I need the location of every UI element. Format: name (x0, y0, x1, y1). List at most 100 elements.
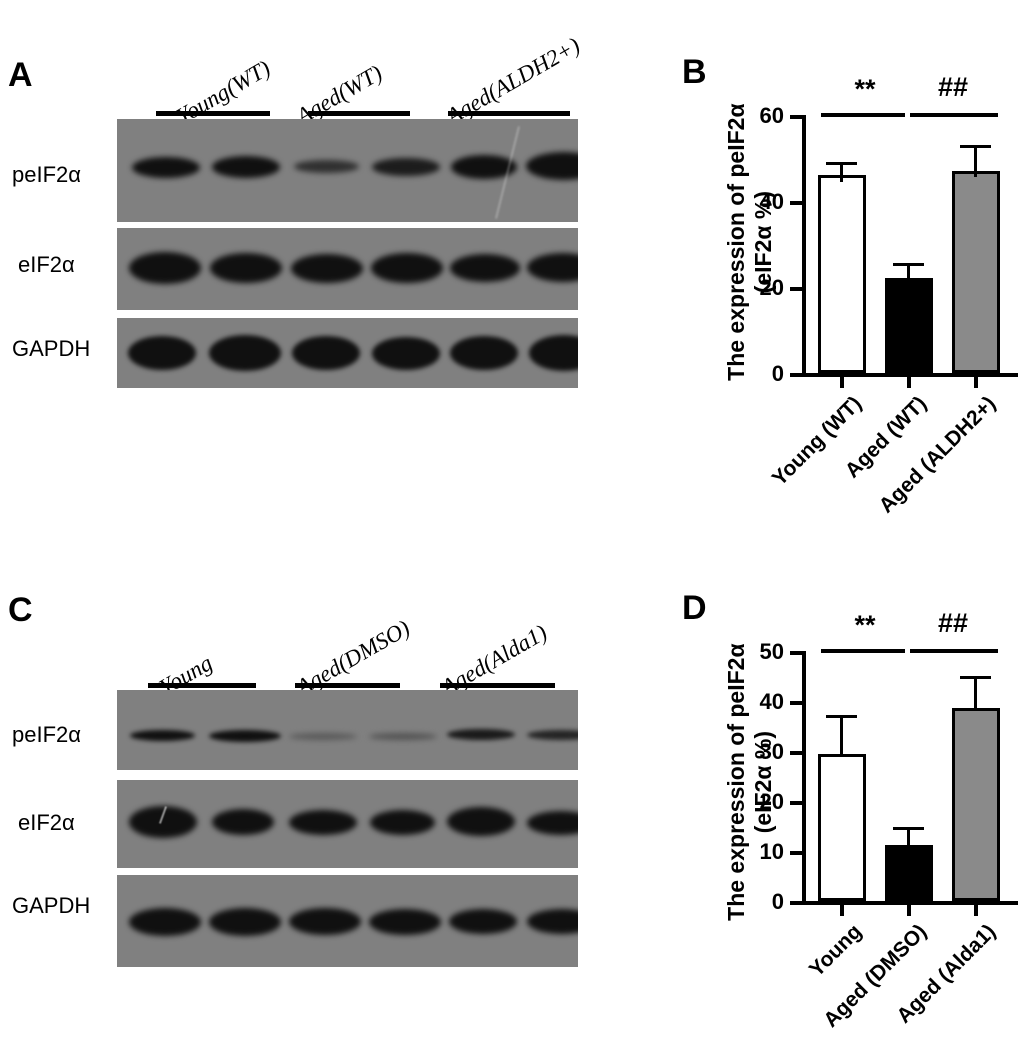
group-bar-2 (295, 683, 400, 688)
panel-b: B The expression of peIF2α (eIF2α %) 60 … (620, 0, 1020, 518)
blot-band (450, 336, 518, 370)
blot-row-label-eif2a: eIF2α (18, 252, 75, 277)
chart-d-significance-1: ** (854, 610, 876, 640)
chart-d-ytick-label-40: 40 (759, 689, 784, 714)
blot-band (527, 253, 578, 282)
group-bar-2 (308, 111, 410, 116)
blot-band (128, 336, 196, 370)
blot-band (294, 160, 359, 173)
chart-d-errorbar-2 (907, 827, 910, 847)
chart-d-bar-aged-alda1[interactable] (952, 708, 1000, 901)
chart-b-ytick-40 (790, 201, 802, 205)
blot-band (527, 730, 578, 740)
blot-row-label-peif2a: peIF2α (12, 722, 81, 747)
blot-band (447, 807, 515, 836)
y-axis-title-line1: The expression of peIF2α (722, 103, 749, 381)
chart-b-ytick-60 (790, 115, 802, 119)
chart-b-ytick-label-20: 20 (759, 275, 784, 300)
blot-band (526, 152, 578, 180)
chart-d-errorbar-1 (840, 715, 843, 756)
chart-b-significance-2: ## (937, 72, 969, 102)
blot-row-label-gapdh: GAPDH (12, 336, 91, 361)
blot-band (371, 253, 443, 283)
blot-band (527, 811, 578, 835)
chart-d-bar-young[interactable] (818, 754, 866, 901)
blot-band (289, 908, 361, 935)
blot-band (291, 254, 363, 283)
blot-strip-gapdh (117, 318, 578, 388)
blot-band (449, 909, 517, 934)
blot-strip-gapdh (117, 875, 578, 967)
panel-letter-c: C (8, 591, 33, 629)
blot-band (292, 336, 360, 370)
y-axis-title-line1: The expression of peIF2α (722, 643, 749, 921)
blot-band (212, 809, 274, 835)
chart-d-errorbar-cap-3 (960, 676, 991, 679)
blot-band (447, 729, 515, 740)
chart-b-significance-line-1 (821, 113, 905, 117)
blot-band (369, 733, 437, 740)
chart-b-xtick-label-aged-aldh2: Aged (ALDH2+) (874, 392, 1001, 518)
chart-d-ytick-40 (790, 701, 802, 705)
chart-d-ytick-label-30: 30 (759, 739, 784, 764)
chart-b-bar-aged-wt[interactable] (885, 278, 933, 373)
blot-band (527, 909, 578, 934)
blot-strip-eif2a (117, 780, 578, 868)
group-bar-3 (440, 683, 555, 688)
chart-d-xtick-1 (840, 905, 844, 916)
chart-b-ytick-0 (790, 373, 802, 377)
blot-band (450, 254, 520, 282)
blot-band (209, 730, 281, 742)
chart-d-ytick-label-0: 0 (771, 889, 784, 914)
blot-band (132, 157, 200, 178)
chart-b-bar-aged-aldh2[interactable] (952, 171, 1000, 373)
chart-d-ytick-0 (790, 901, 802, 905)
chart-d-x-axis (802, 901, 1018, 905)
panel-d: D The expression of peIF2α (eIF2α %) 50 … (620, 575, 1020, 1032)
group-label-aged-dmso: Aged(DMSO) (292, 615, 415, 701)
chart-d-ytick-10 (790, 851, 802, 855)
chart-d-y-axis (802, 651, 806, 905)
panel-a: A Young(WT) Aged(WT) Aged(ALDH2+) peIF2α… (0, 0, 620, 420)
chart-d-xtick-label-aged-dmso: Aged (DMSO) (819, 920, 932, 1032)
blot-band (129, 908, 201, 936)
chart-d-xtick-2 (907, 905, 911, 916)
chart-d-ytick-label-10: 10 (759, 839, 784, 864)
chart-d-ytick-label-20: 20 (759, 789, 784, 814)
chart-b-xtick-2 (907, 377, 911, 388)
chart-d-bar-aged-dmso[interactable] (885, 845, 933, 901)
blot-strip-eif2a (117, 228, 578, 310)
chart-d-y-axis-title: The expression of peIF2α (eIF2α %) (723, 632, 777, 932)
chart-d-xtick-3 (974, 905, 978, 916)
chart-b-errorbar-3 (974, 145, 977, 177)
chart-b-errorbar-cap-1 (826, 162, 857, 165)
chart-b-errorbar-cap-3 (960, 145, 991, 148)
blot-row-label-eif2a: eIF2α (18, 810, 75, 835)
chart-b-y-axis-title: The expression of peIF2α (eIF2α %) (723, 92, 777, 392)
blot-band (370, 810, 435, 835)
chart-b-x-axis (802, 373, 1018, 377)
group-label-aged-alda1: Aged(Alda1) (437, 619, 552, 701)
chart-d-errorbar-cap-1 (826, 715, 857, 718)
chart-b-errorbar-1 (840, 162, 843, 182)
blot-strip-peif2a (117, 690, 578, 770)
group-bar-1 (156, 111, 270, 116)
blot-band (129, 252, 201, 284)
chart-d-ytick-label-50: 50 (759, 639, 784, 664)
chart-b-errorbar-2 (907, 263, 910, 285)
chart-b-significance-line-2 (910, 113, 998, 117)
chart-d-errorbar-cap-2 (893, 827, 924, 830)
chart-b-ytick-label-60: 60 (759, 103, 784, 128)
chart-b-bar-young-wt[interactable] (818, 175, 866, 373)
blot-strip-peif2a (117, 119, 578, 222)
blot-band (289, 810, 357, 835)
chart-d-errorbar-3 (974, 676, 977, 710)
chart-b-ytick-label-40: 40 (759, 189, 784, 214)
chart-b-y-axis (802, 115, 806, 377)
chart-d-significance-line-1 (821, 649, 905, 653)
chart-d-ytick-30 (790, 751, 802, 755)
blot-row-label-gapdh: GAPDH (12, 893, 91, 918)
chart-b-xtick-1 (840, 377, 844, 388)
blot-band (209, 335, 281, 371)
blot-row-label-peif2a: peIF2α (12, 162, 81, 187)
